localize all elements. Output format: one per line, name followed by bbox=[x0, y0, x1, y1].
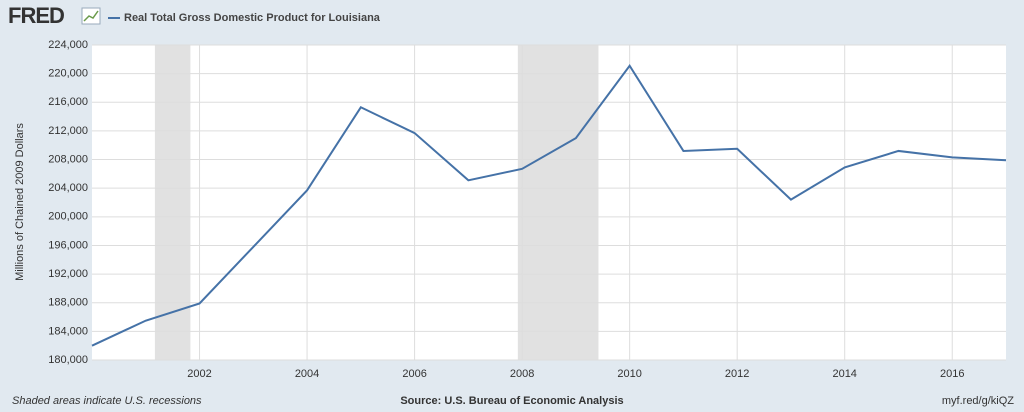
x-tick-label: 2006 bbox=[402, 368, 426, 380]
y-tick-label: 180,000 bbox=[48, 354, 88, 366]
legend-label: Real Total Gross Domestic Product for Lo… bbox=[124, 12, 381, 24]
series-line bbox=[91, 63, 1007, 347]
y-axis-label: Millions of Chained 2009 Dollars bbox=[14, 123, 26, 281]
y-tick-label: 212,000 bbox=[48, 125, 88, 137]
x-tick-label: 2002 bbox=[187, 368, 211, 380]
url: myf.red/g/kiQZ bbox=[942, 395, 1014, 407]
logo-icon-line bbox=[83, 10, 99, 22]
y-tick-label: 224,000 bbox=[48, 39, 88, 51]
x-tick-label: 2010 bbox=[617, 368, 641, 380]
y-tick-label: 192,000 bbox=[48, 268, 88, 280]
y-tick-label: 200,000 bbox=[48, 211, 88, 223]
logo: FRED bbox=[8, 3, 64, 28]
footnote: Shaded areas indicate U.S. recessions bbox=[12, 395, 202, 407]
y-tick-label: 208,000 bbox=[48, 153, 88, 165]
y-tick-label: 204,000 bbox=[48, 182, 88, 194]
recession-band bbox=[517, 45, 599, 360]
x-tick-label: 2016 bbox=[940, 368, 964, 380]
y-tick-label: 220,000 bbox=[48, 68, 88, 80]
y-tick-label: 188,000 bbox=[48, 297, 88, 309]
y-tick-label: 196,000 bbox=[48, 239, 88, 251]
logo-icon bbox=[81, 7, 101, 25]
x-tick-label: 2014 bbox=[832, 368, 856, 380]
x-tick-label: 2012 bbox=[725, 368, 749, 380]
y-tick-label: 216,000 bbox=[48, 96, 88, 108]
source: Source: U.S. Bureau of Economic Analysis bbox=[400, 395, 623, 407]
x-tick-label: 2004 bbox=[295, 368, 319, 380]
y-tick-label: 184,000 bbox=[48, 325, 88, 337]
x-tick-label: 2008 bbox=[510, 368, 534, 380]
